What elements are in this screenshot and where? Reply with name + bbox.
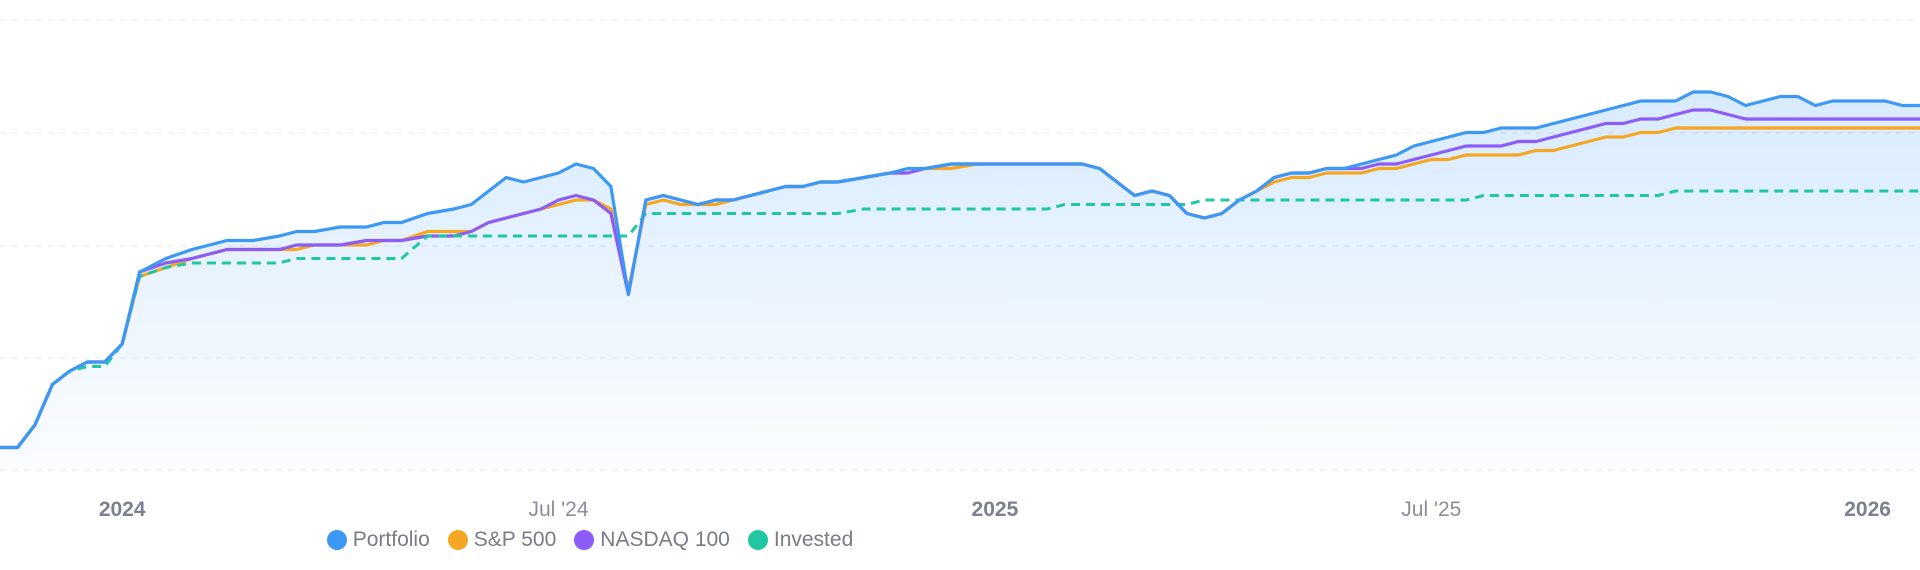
legend-dot-portfolio: [326, 530, 347, 550]
legend-item-sp500[interactable]: S&P 500: [447, 528, 557, 552]
legend-item-nasdaq[interactable]: NASDAQ 100: [574, 528, 730, 552]
legend-label-portfolio: Portfolio: [352, 528, 430, 551]
legend-label-nasdaq: NASDAQ 100: [600, 528, 730, 551]
series-area-portfolio: [0, 92, 1920, 470]
x-tick-label-2: 2025: [972, 498, 1019, 521]
legend-item-portfolio[interactable]: Portfolio: [326, 528, 430, 552]
portfolio-area: [0, 92, 1920, 470]
series-line-invested: [0, 189, 1920, 449]
legend-label-invested: Invested: [773, 528, 854, 551]
legend-dot-sp500: [447, 530, 468, 550]
x-tick-label-4: 2026: [1844, 498, 1891, 521]
series-line-portfolio: [0, 90, 1920, 450]
legend: Portfolio S&P 500 NASDAQ 100 Invested: [0, 528, 1920, 552]
x-tick-label-0: 2024: [99, 498, 146, 521]
legend-item-invested[interactable]: Invested: [747, 528, 854, 552]
legend-label-sp500: S&P 500: [473, 528, 557, 551]
legend-dot-invested: [747, 530, 768, 550]
x-tick-label-3: Jul '25: [1401, 498, 1461, 521]
legend-dot-nasdaq: [574, 530, 595, 550]
series-lines: [0, 90, 1920, 450]
x-tick-label-1: Jul '24: [528, 498, 588, 521]
x-axis-ticks: 2024 Jul '24 2025 Jul '25 2026: [99, 498, 1891, 521]
